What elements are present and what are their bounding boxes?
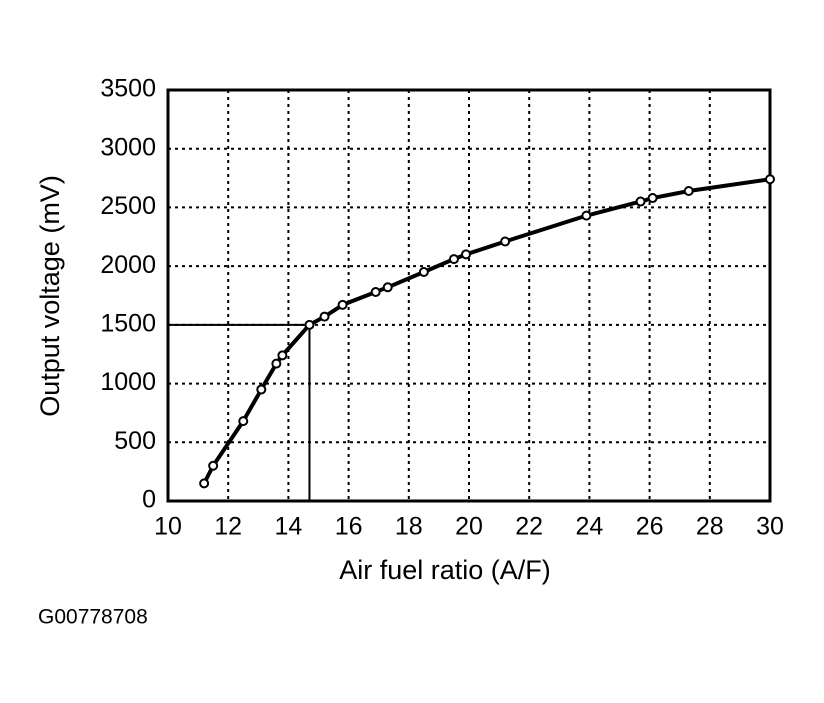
- x-tick-label: 18: [395, 513, 423, 541]
- x-tick-label: 22: [515, 513, 543, 541]
- data-point: [581, 210, 592, 221]
- x-tick-label: 24: [575, 513, 603, 541]
- data-point: [337, 299, 348, 310]
- x-tick-label: 14: [274, 513, 302, 541]
- x-tick-label: 28: [696, 513, 724, 541]
- y-tick-label: 1000: [100, 368, 156, 396]
- x-tick-label: 10: [154, 513, 182, 541]
- data-point: [199, 478, 210, 489]
- data-point: [277, 350, 288, 361]
- data-point: [500, 236, 511, 247]
- data-point: [208, 460, 219, 471]
- x-tick-label: 12: [214, 513, 242, 541]
- y-tick-label: 0: [142, 486, 156, 514]
- y-tick-label: 3500: [100, 75, 156, 103]
- data-point: [370, 286, 381, 297]
- data-point: [683, 185, 694, 196]
- data-point: [238, 416, 249, 427]
- x-tick-label: 20: [455, 513, 483, 541]
- y-tick-label: 3000: [100, 133, 156, 161]
- data-point: [304, 319, 315, 330]
- x-axis-label: Air fuel ratio (A/F): [339, 555, 551, 585]
- x-tick-label: 26: [636, 513, 664, 541]
- caption: G00778708: [38, 606, 148, 629]
- y-tick-label: 2500: [100, 192, 156, 220]
- x-tick-label: 30: [756, 513, 784, 541]
- y-tick-label: 500: [114, 427, 156, 455]
- y-axis-label: Output voltage (mV): [35, 175, 65, 417]
- data-point: [382, 282, 393, 293]
- plot-frame: [166, 88, 772, 503]
- data-point: [635, 196, 646, 207]
- x-tick-label: 16: [335, 513, 363, 541]
- y-tick-label: 2000: [100, 251, 156, 279]
- y-tick-label: 1500: [100, 309, 156, 337]
- data-point: [418, 267, 429, 278]
- data-point: [319, 311, 330, 322]
- data-point: [647, 193, 658, 204]
- data-point: [765, 174, 775, 185]
- data-point: [256, 384, 267, 395]
- data-point: [460, 249, 471, 260]
- data-point: [448, 254, 459, 265]
- data-point: [271, 358, 282, 369]
